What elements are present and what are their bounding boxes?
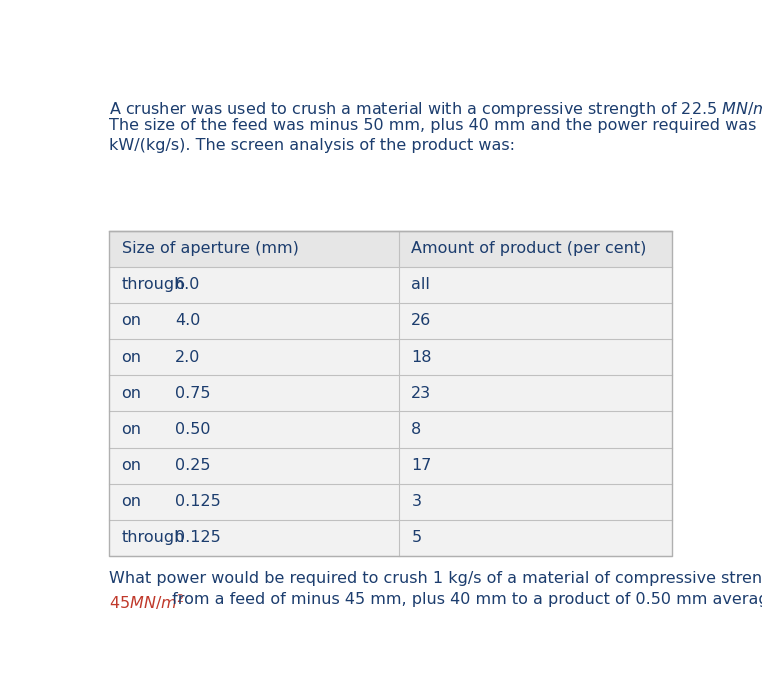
Text: 2.0: 2.0	[175, 350, 200, 365]
Text: 4.0: 4.0	[175, 313, 200, 328]
Text: on: on	[122, 385, 142, 401]
Text: on: on	[122, 494, 142, 510]
Text: Size of aperture (mm): Size of aperture (mm)	[122, 242, 299, 256]
Bar	[109, 520, 672, 556]
Text: The size of the feed was minus 50 mm, plus 40 mm and the power required was 13.0: The size of the feed was minus 50 mm, pl…	[109, 118, 762, 133]
Text: 6.0: 6.0	[175, 277, 200, 292]
Text: on: on	[122, 422, 142, 437]
Bar	[109, 411, 672, 448]
Text: 17: 17	[411, 458, 432, 473]
Bar	[109, 267, 672, 303]
Text: 18: 18	[411, 350, 432, 365]
Text: through: through	[122, 277, 185, 292]
Text: 8: 8	[411, 422, 421, 437]
Bar	[109, 375, 672, 411]
Text: $45MN/m^2$: $45MN/m^2$	[109, 592, 185, 612]
Text: 0.125: 0.125	[175, 531, 221, 545]
Text: A crusher was used to crush a material with a compressive strength of 22.5 $MN/m: A crusher was used to crush a material w…	[109, 98, 762, 119]
Text: on: on	[122, 350, 142, 365]
Text: from a feed of minus 45 mm, plus 40 mm to a product of 0.50 mm average size?: from a feed of minus 45 mm, plus 40 mm t…	[168, 592, 762, 608]
Text: 0.125: 0.125	[175, 494, 221, 510]
Text: on: on	[122, 458, 142, 473]
Text: 23: 23	[411, 385, 431, 401]
Bar	[109, 231, 672, 267]
Bar	[109, 448, 672, 484]
Text: What power would be required to crush 1 kg/s of a material of compressive streng: What power would be required to crush 1 …	[109, 572, 762, 587]
Bar	[109, 231, 672, 556]
Text: Amount of product (per cent): Amount of product (per cent)	[411, 242, 647, 256]
Text: 5: 5	[411, 531, 421, 545]
Text: 0.50: 0.50	[175, 422, 210, 437]
Text: 0.75: 0.75	[175, 385, 210, 401]
Text: 26: 26	[411, 313, 431, 328]
Text: 0.25: 0.25	[175, 458, 210, 473]
Text: all: all	[411, 277, 431, 292]
Text: on: on	[122, 313, 142, 328]
Bar	[109, 484, 672, 520]
Text: kW/(kg/s). The screen analysis of the product was:: kW/(kg/s). The screen analysis of the pr…	[109, 138, 515, 153]
Text: through: through	[122, 531, 185, 545]
Bar	[109, 303, 672, 339]
Text: 3: 3	[411, 494, 421, 510]
Bar	[109, 339, 672, 375]
